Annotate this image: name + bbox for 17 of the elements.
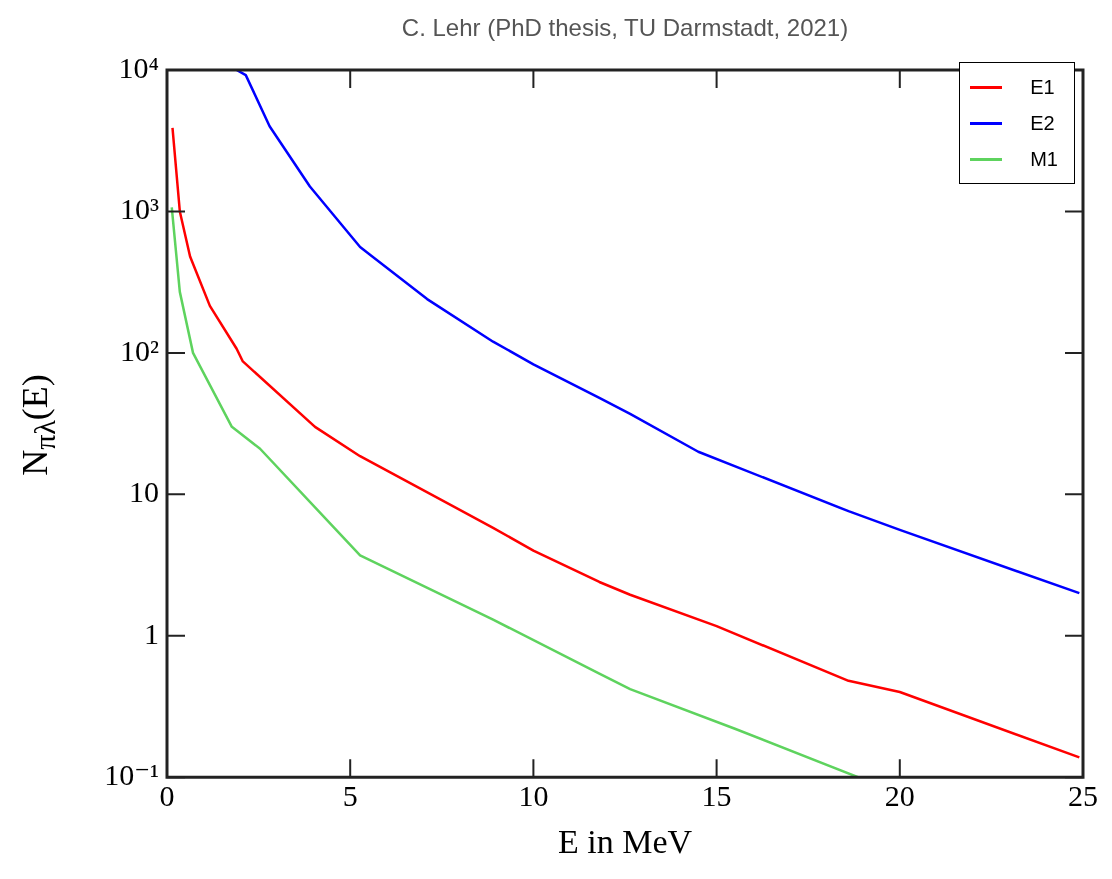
x-tick-label: 0 — [159, 779, 175, 813]
text: C. Lehr (PhD thesis, TU Darmstadt, 2021) — [400, 14, 850, 42]
x-axis-title: E in MeV — [557, 822, 693, 860]
y-tick-label: 10³ — [120, 192, 159, 226]
y-tick-label: 10 — [129, 475, 159, 509]
y-tick-label: 10⁴ — [118, 50, 159, 84]
legend-label: M1 — [1030, 147, 1058, 171]
x-tick-label: 25 — [1068, 779, 1098, 813]
x-tick-label: 10 — [518, 779, 549, 813]
x-tick-label: 5 — [342, 779, 358, 813]
y-tick-label: 10⁻¹ — [104, 758, 159, 792]
legend-label: E1 — [1030, 75, 1055, 99]
legend-label: E2 — [1030, 111, 1055, 135]
y-tick-label: 1 — [144, 616, 159, 650]
y-tick-label: 10² — [120, 333, 159, 367]
x-tick-label: 15 — [701, 779, 732, 813]
x-tick-label: 20 — [884, 779, 915, 813]
